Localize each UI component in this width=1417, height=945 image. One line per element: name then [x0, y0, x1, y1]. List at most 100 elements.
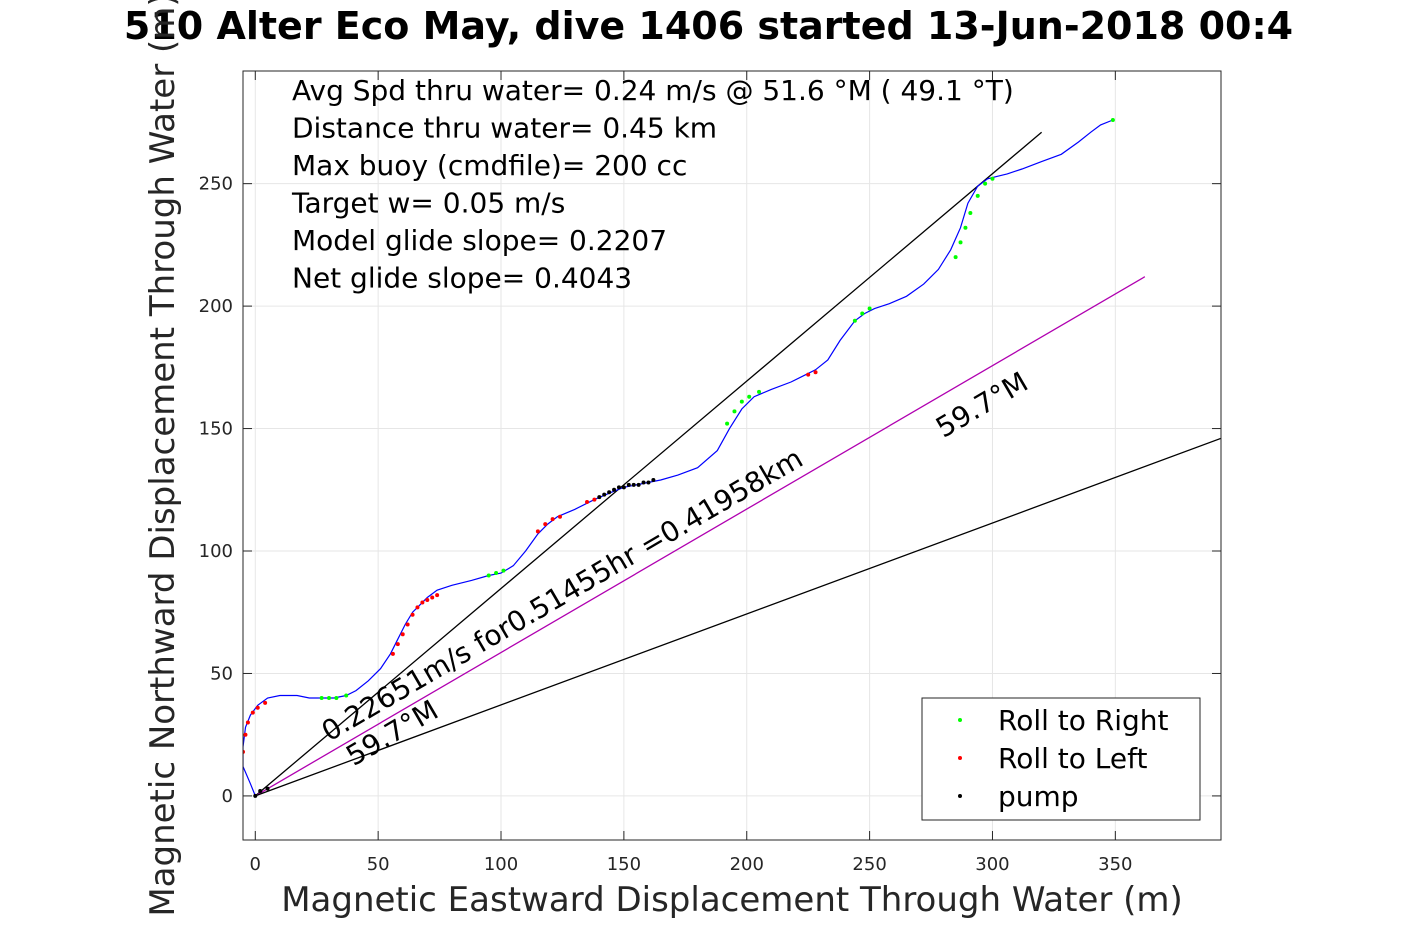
roll-to-left-point [435, 593, 440, 598]
y-tick-label: 50 [210, 663, 233, 684]
roll-to-left-point [405, 622, 410, 627]
legend-marker [958, 756, 962, 760]
roll-to-left-point [585, 500, 590, 505]
y-tick-label: 100 [199, 541, 233, 562]
roll-to-left-point [430, 595, 435, 600]
info-line: Distance thru water= 0.45 km [292, 112, 717, 145]
reference-lines [254, 131, 1221, 797]
roll-to-right-point [486, 573, 491, 578]
legend-box [921, 697, 1201, 821]
x-tick-label: 250 [852, 854, 886, 875]
y-tick-label: 250 [199, 174, 233, 195]
roll-to-left-point [543, 522, 548, 527]
pump-point [612, 487, 617, 492]
line-steep [254, 131, 1043, 797]
roll-to-left-point [806, 372, 811, 377]
roll-to-right-point [983, 181, 988, 186]
roll-to-left-point [263, 700, 268, 705]
legend-label: pump [998, 780, 1079, 813]
x-tick-label: 150 [607, 854, 641, 875]
roll-to-left-point [390, 651, 395, 656]
roll-to-left-point [420, 600, 425, 605]
x-axis-label: Magnetic Eastward Displacement Through W… [281, 880, 1183, 920]
chart-title: 510 Alter Eco May, dive 1406 started 13-… [123, 6, 1294, 48]
roll-to-left-point [415, 605, 420, 610]
roll-to-right-point [953, 255, 958, 260]
legend-label: Roll to Left [998, 742, 1147, 775]
info-line: Model glide slope= 0.2207 [292, 224, 667, 257]
pump-point [253, 793, 258, 798]
roll-to-left-point [425, 597, 430, 602]
roll-to-left-point [243, 732, 248, 737]
y-tick-label: 0 [222, 786, 233, 807]
roll-to-right-point [739, 399, 744, 404]
roll-to-right-point [860, 311, 865, 316]
x-tick-label: 100 [484, 854, 518, 875]
roll-to-left-point [395, 642, 400, 647]
roll-to-left-point [410, 612, 415, 617]
roll-to-right-point [319, 695, 324, 700]
grid [243, 71, 1221, 840]
roll-to-right-point [334, 695, 339, 700]
roll-to-left-point [550, 517, 555, 522]
info-line: Max buoy (cmdfile)= 200 cc [292, 149, 687, 182]
legend-marker [958, 718, 962, 722]
roll-to-right-point [990, 176, 995, 181]
roll-to-left-point [592, 497, 597, 502]
pump-point [631, 482, 636, 487]
tick-group: 0 50 100 150 200 250 300 350 0 50 100 150 200 250 [199, 71, 1221, 875]
pump-point [641, 480, 646, 485]
roll-to-right-point [501, 568, 506, 573]
pump-point [265, 786, 270, 791]
pump-point [636, 482, 641, 487]
roll-to-right-point [494, 571, 499, 576]
axes-box [242, 70, 1222, 841]
pump-point [651, 477, 656, 482]
roll-to-right-point [867, 306, 872, 311]
x-tick-label: 350 [1098, 854, 1132, 875]
roll-to-left-point [400, 632, 405, 637]
info-line: Avg Spd thru water= 0.24 m/s @ 51.6 °M (… [292, 74, 1014, 107]
roll-to-left-point [245, 720, 250, 725]
roll-to-right-point [344, 693, 349, 698]
roll-to-right-point [327, 695, 332, 700]
pump-point [602, 492, 607, 497]
roll-to-right-point [757, 389, 762, 394]
pump-point [646, 480, 651, 485]
legend-label: Roll to Right [998, 704, 1169, 737]
roll-to-right-point [958, 240, 963, 245]
info-line: Target w= 0.05 m/s [291, 187, 565, 220]
pump-point [258, 789, 263, 794]
x-tick-label: 300 [975, 854, 1009, 875]
pump-point [621, 485, 626, 490]
roll-to-left-point [813, 370, 818, 375]
roll-to-left-point [557, 514, 562, 519]
roll-to-right-point [747, 394, 752, 399]
pump-point [607, 490, 612, 495]
legend: Roll to Right Roll to Left pump [921, 697, 1201, 821]
y-tick-label: 150 [199, 419, 233, 440]
roll-to-right-point [732, 409, 737, 414]
roll-to-right-point [852, 318, 857, 323]
marker-group [243, 117, 1115, 798]
line-59-7M [254, 276, 1146, 797]
x-tick-label: 50 [367, 854, 390, 875]
info-line: Net glide slope= 0.4043 [292, 262, 632, 295]
roll-to-right-point [975, 193, 980, 198]
pump-point [626, 482, 631, 487]
y-tick-label: 200 [199, 296, 233, 317]
roll-to-left-point [535, 529, 540, 534]
line-shallow [255, 437, 1221, 797]
x-tick-label: 200 [730, 854, 764, 875]
roll-to-right-point [1110, 117, 1115, 122]
info-text-block: Avg Spd thru water= 0.24 m/s @ 51.6 °M (… [291, 74, 1014, 295]
legend-marker [958, 794, 962, 798]
roll-to-right-point [725, 421, 730, 426]
pump-point [597, 495, 602, 500]
roll-to-right-point [968, 211, 973, 216]
roll-to-left-point [255, 705, 260, 710]
pump-point [616, 485, 621, 490]
x-tick-label: 0 [250, 854, 261, 875]
roll-to-left-point [250, 710, 255, 715]
